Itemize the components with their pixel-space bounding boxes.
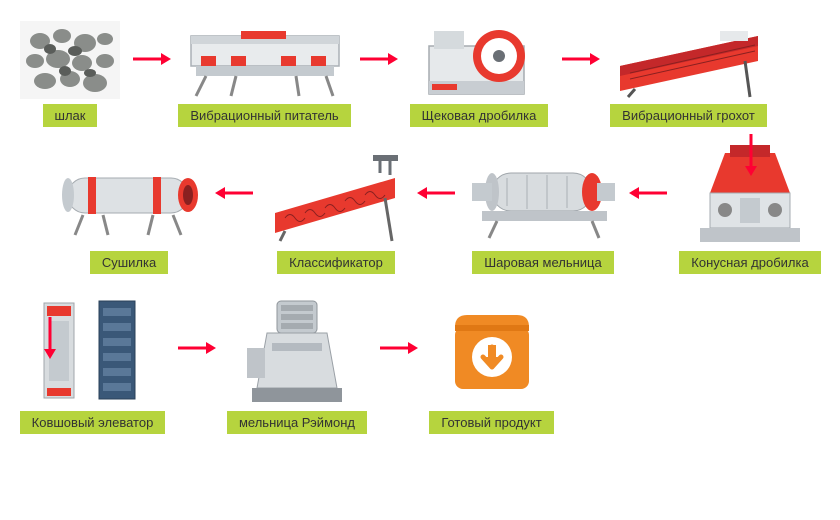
slag-label: шлак xyxy=(43,104,98,127)
node-feeder: Вибрационный питатель xyxy=(177,20,352,127)
arrow-left-icon xyxy=(627,185,671,201)
feeder-label: Вибрационный питатель xyxy=(178,104,350,127)
dryer-image xyxy=(52,142,207,247)
ball-mill-image xyxy=(466,142,621,247)
arrow-right-icon xyxy=(356,51,400,67)
cone-crusher-label: Конусная дробилка xyxy=(679,251,820,274)
feeder-image xyxy=(180,20,350,100)
arrow-right-icon xyxy=(376,340,420,356)
arrow-down-icon xyxy=(42,315,58,359)
screen-label: Вибрационный грохот xyxy=(610,104,767,127)
screen-image xyxy=(609,20,769,100)
product-label: Готовый продукт xyxy=(429,411,553,434)
node-raymond-mill: мельница Рэймонд xyxy=(222,292,372,434)
raymond-mill-label: мельница Рэймонд xyxy=(227,411,367,434)
jaw-crusher-image xyxy=(409,20,549,100)
node-jaw-crusher: Щековая дробилка xyxy=(404,20,554,127)
elevator-label: Ковшовый элеватор xyxy=(20,411,166,434)
arrow-down-icon xyxy=(743,132,759,176)
node-screen: Вибрационный грохот xyxy=(606,20,771,127)
node-elevator: Ковшовый элеватор xyxy=(15,292,170,434)
arrow-right-icon xyxy=(558,51,602,67)
flow-row-3: Ковшовый элеватор мельница Рэймонд xyxy=(15,292,825,434)
classifier-image xyxy=(264,142,409,247)
jaw-crusher-label: Щековая дробилка xyxy=(410,104,549,127)
slag-image xyxy=(20,20,120,100)
elevator-image xyxy=(18,292,168,407)
arrow-left-icon xyxy=(213,185,257,201)
flow-row-1: шлак Вибрационный питатель xyxy=(15,20,825,127)
node-product: Готовый продукт xyxy=(424,292,559,434)
dryer-label: Сушилка xyxy=(90,251,168,274)
node-ball-mill: Шаровая мельница xyxy=(463,142,623,274)
raymond-mill-image xyxy=(227,292,367,407)
product-icon xyxy=(432,292,552,407)
flow-row-2: Конусная дробилка Шаровая мельница xyxy=(15,142,825,274)
arrow-right-icon xyxy=(174,340,218,356)
arrow-right-icon xyxy=(129,51,173,67)
arrow-left-icon xyxy=(415,185,459,201)
node-dryer: Сушилка xyxy=(49,142,209,274)
ball-mill-label: Шаровая мельница xyxy=(472,251,613,274)
classifier-label: Классификатор xyxy=(277,251,395,274)
node-classifier: Классификатор xyxy=(261,142,411,274)
node-slag: шлак xyxy=(15,20,125,127)
